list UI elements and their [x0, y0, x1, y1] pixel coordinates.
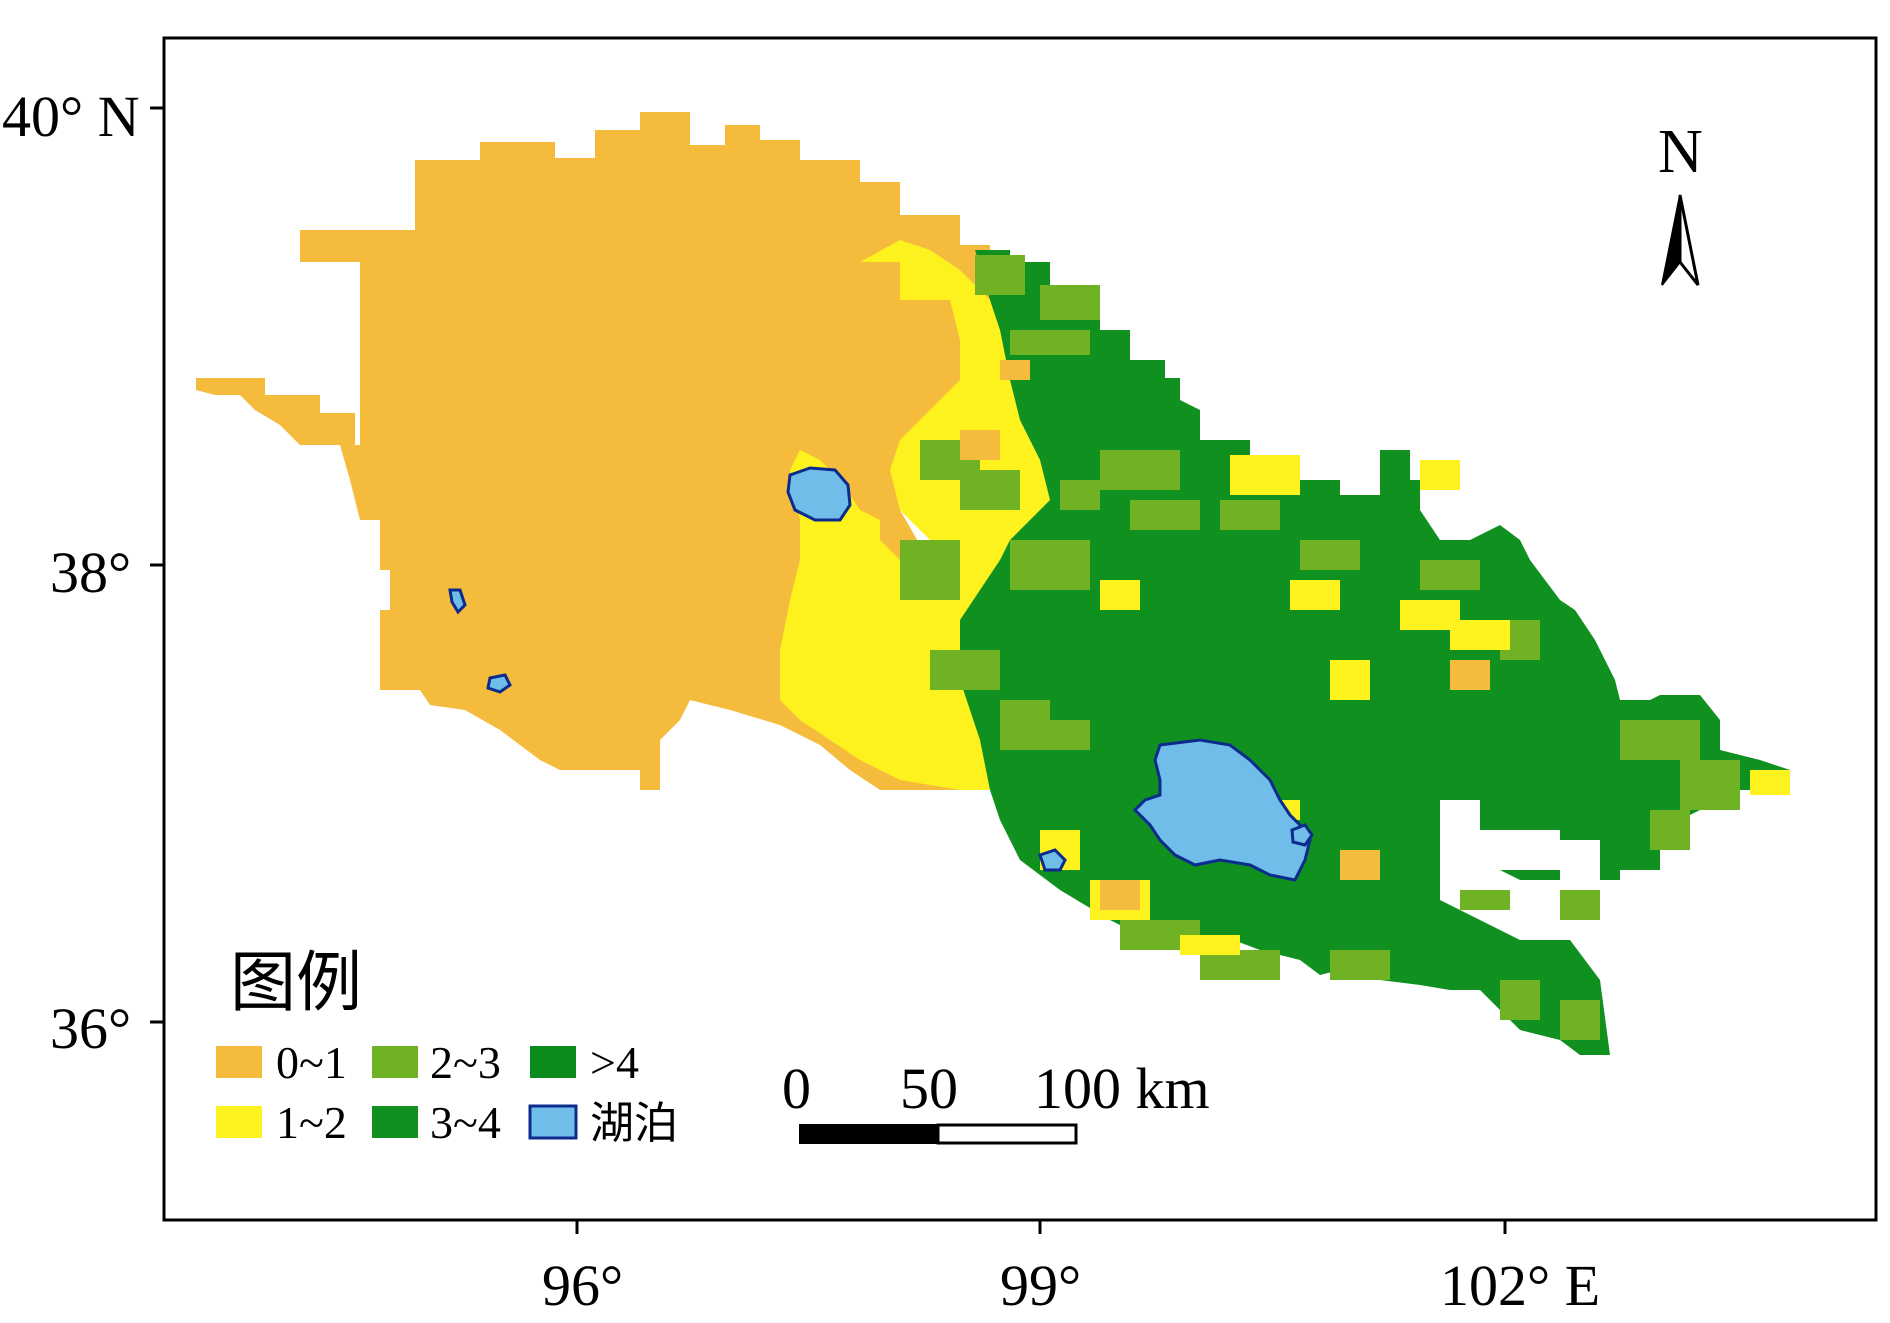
region-map	[196, 112, 1790, 1055]
scale-segment-black	[799, 1124, 939, 1144]
legend-label-gt-4: >4	[590, 1037, 639, 1088]
legend-swatch-1-2	[216, 1106, 262, 1138]
scale-bar: 0 50 100 km	[782, 1056, 1210, 1145]
lake-small-4	[448, 588, 467, 615]
north-arrow: N	[1658, 118, 1703, 286]
lake-small-1	[786, 466, 852, 522]
legend: 图例 0~1 1~2 2~3 3~4 >4 湖泊	[216, 944, 678, 1149]
legend-swatch-lake	[528, 1104, 578, 1140]
lat-label-38: 38°	[50, 540, 131, 605]
lon-label-96: 96°	[542, 1253, 623, 1318]
legend-label-0-1: 0~1	[276, 1037, 347, 1088]
north-label: N	[1658, 118, 1703, 186]
region-class-0-1-patches	[960, 360, 1490, 910]
legend-title: 图例	[230, 944, 362, 1021]
lake-small-5	[1290, 823, 1314, 847]
scale-label-50: 50	[900, 1056, 958, 1121]
lat-label-40: 40° N	[2, 84, 140, 149]
legend-label-1-2: 1~2	[276, 1097, 347, 1148]
region-gaps	[1440, 800, 1600, 880]
legend-label-lake: 湖泊	[590, 1098, 678, 1149]
lakes	[448, 466, 1314, 882]
legend-label-3-4: 3~4	[430, 1097, 501, 1148]
scale-segment-white	[936, 1123, 1078, 1145]
legend-swatch-3-4	[372, 1106, 418, 1138]
legend-swatch-2-3	[372, 1046, 418, 1078]
scale-label-100: 100 km	[1034, 1056, 1210, 1121]
lon-label-102: 102° E	[1440, 1253, 1600, 1318]
lake-small-3	[486, 673, 512, 694]
legend-label-2-3: 2~3	[430, 1037, 501, 1088]
axis-ticks	[150, 106, 1507, 1234]
lat-label-36: 36°	[50, 996, 131, 1061]
legend-swatch-0-1	[216, 1046, 262, 1078]
region-class-1-2	[780, 240, 1050, 790]
lake-small-2	[1038, 848, 1067, 872]
region-class-1-2-patches	[1040, 455, 1790, 955]
lon-label-99: 99°	[1000, 1253, 1081, 1318]
scale-label-0: 0	[782, 1056, 811, 1121]
north-arrow-icon	[1661, 194, 1700, 286]
region-class-2-3	[900, 255, 1740, 1040]
legend-swatch-gt-4	[530, 1046, 576, 1078]
lake-qinghai	[1132, 738, 1312, 882]
